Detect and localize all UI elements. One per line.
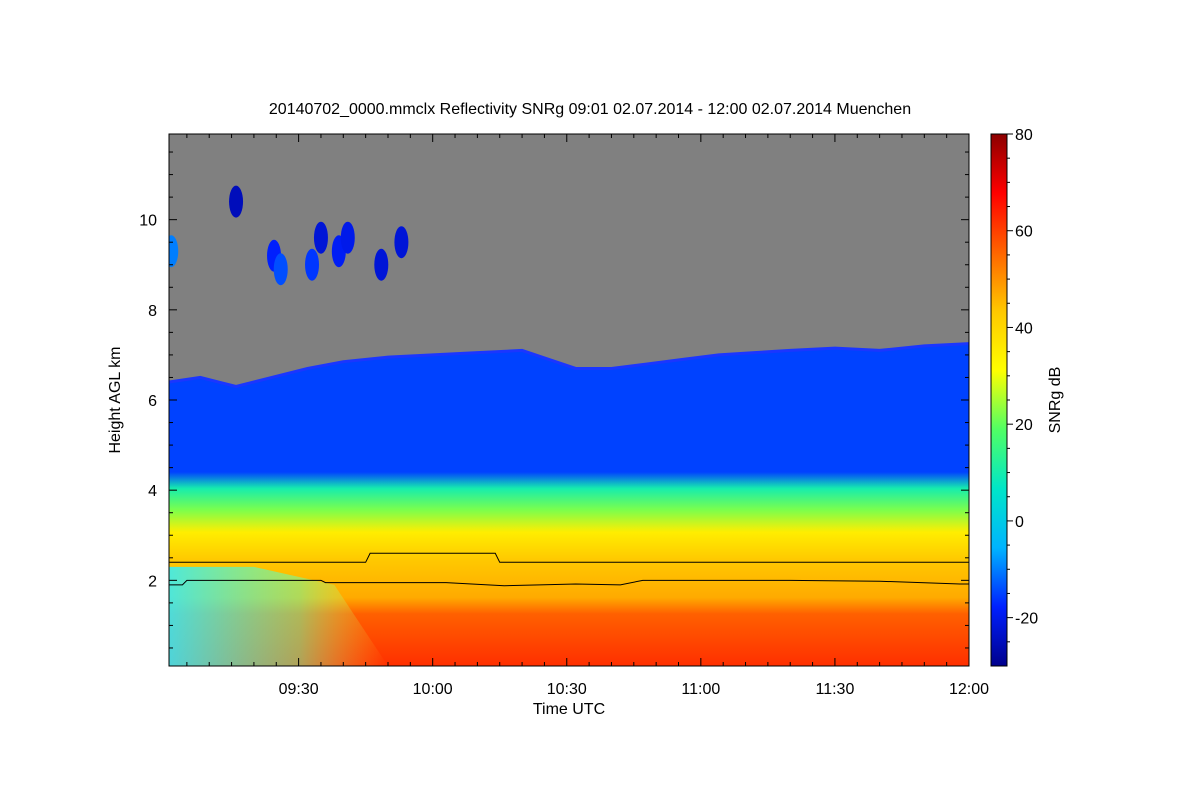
colorbar-tick-label: 40 — [1015, 320, 1033, 337]
colorbar-ticks: -20 0 20 40 60 80 — [1007, 127, 1038, 643]
colorbar-tick-label: 60 — [1015, 224, 1033, 241]
x-tick-label: 11:00 — [681, 681, 720, 698]
colorbar-tick-label: 20 — [1015, 417, 1033, 434]
cloud-patch — [305, 248, 320, 281]
y-axis: 2 4 6 8 10 — [139, 151, 969, 649]
low-level-cyan-region — [169, 566, 388, 666]
x-tick-label: 10:00 — [413, 681, 453, 698]
x-tick-label: 12:00 — [949, 681, 989, 698]
cloud-patch — [169, 235, 179, 268]
x-tick-label: 09:30 — [279, 681, 319, 698]
colorbar-gradient — [991, 134, 1007, 666]
series-line — [169, 579, 969, 587]
y-tick-label: 10 — [139, 213, 157, 230]
y-tick-label: 4 — [148, 483, 157, 500]
cloud-patch — [229, 185, 244, 218]
cloud-patch — [374, 248, 389, 281]
y-axis-label: Height AGL km — [107, 346, 124, 453]
echo-top-edge — [169, 342, 969, 389]
y-tick-label: 8 — [148, 303, 157, 320]
y-tick-label: 2 — [148, 573, 157, 590]
colorbar-tick-label: -20 — [1015, 611, 1038, 628]
x-axis-label: Time UTC — [533, 701, 605, 718]
plot-area — [169, 134, 969, 666]
x-tick-label: 10:30 — [547, 681, 587, 698]
chart-title: 20140702_0000.mmclx Reflectivity SNRg 09… — [269, 101, 911, 118]
x-tick-label: 11:30 — [815, 681, 854, 698]
y-tick-label: 6 — [148, 393, 157, 410]
x-axis: 09:30 10:00 10:30 11:00 11:30 12:00 — [186, 134, 989, 698]
series-line — [169, 552, 969, 563]
cloud-patch — [340, 221, 355, 254]
cloud-patch — [394, 226, 409, 259]
cloud-patches — [169, 185, 409, 286]
reflectivity-field — [169, 343, 969, 666]
cloud-patch — [273, 253, 288, 286]
colorbar: -20 0 20 40 60 80 SNRg dB — [990, 127, 1064, 667]
colorbar-tick-label: 0 — [1015, 514, 1024, 531]
cloud-patch — [313, 221, 328, 254]
colorbar-label: SNRg dB — [1047, 367, 1064, 434]
series-lines — [169, 552, 969, 587]
colorbar-tick-label: 80 — [1015, 127, 1033, 144]
